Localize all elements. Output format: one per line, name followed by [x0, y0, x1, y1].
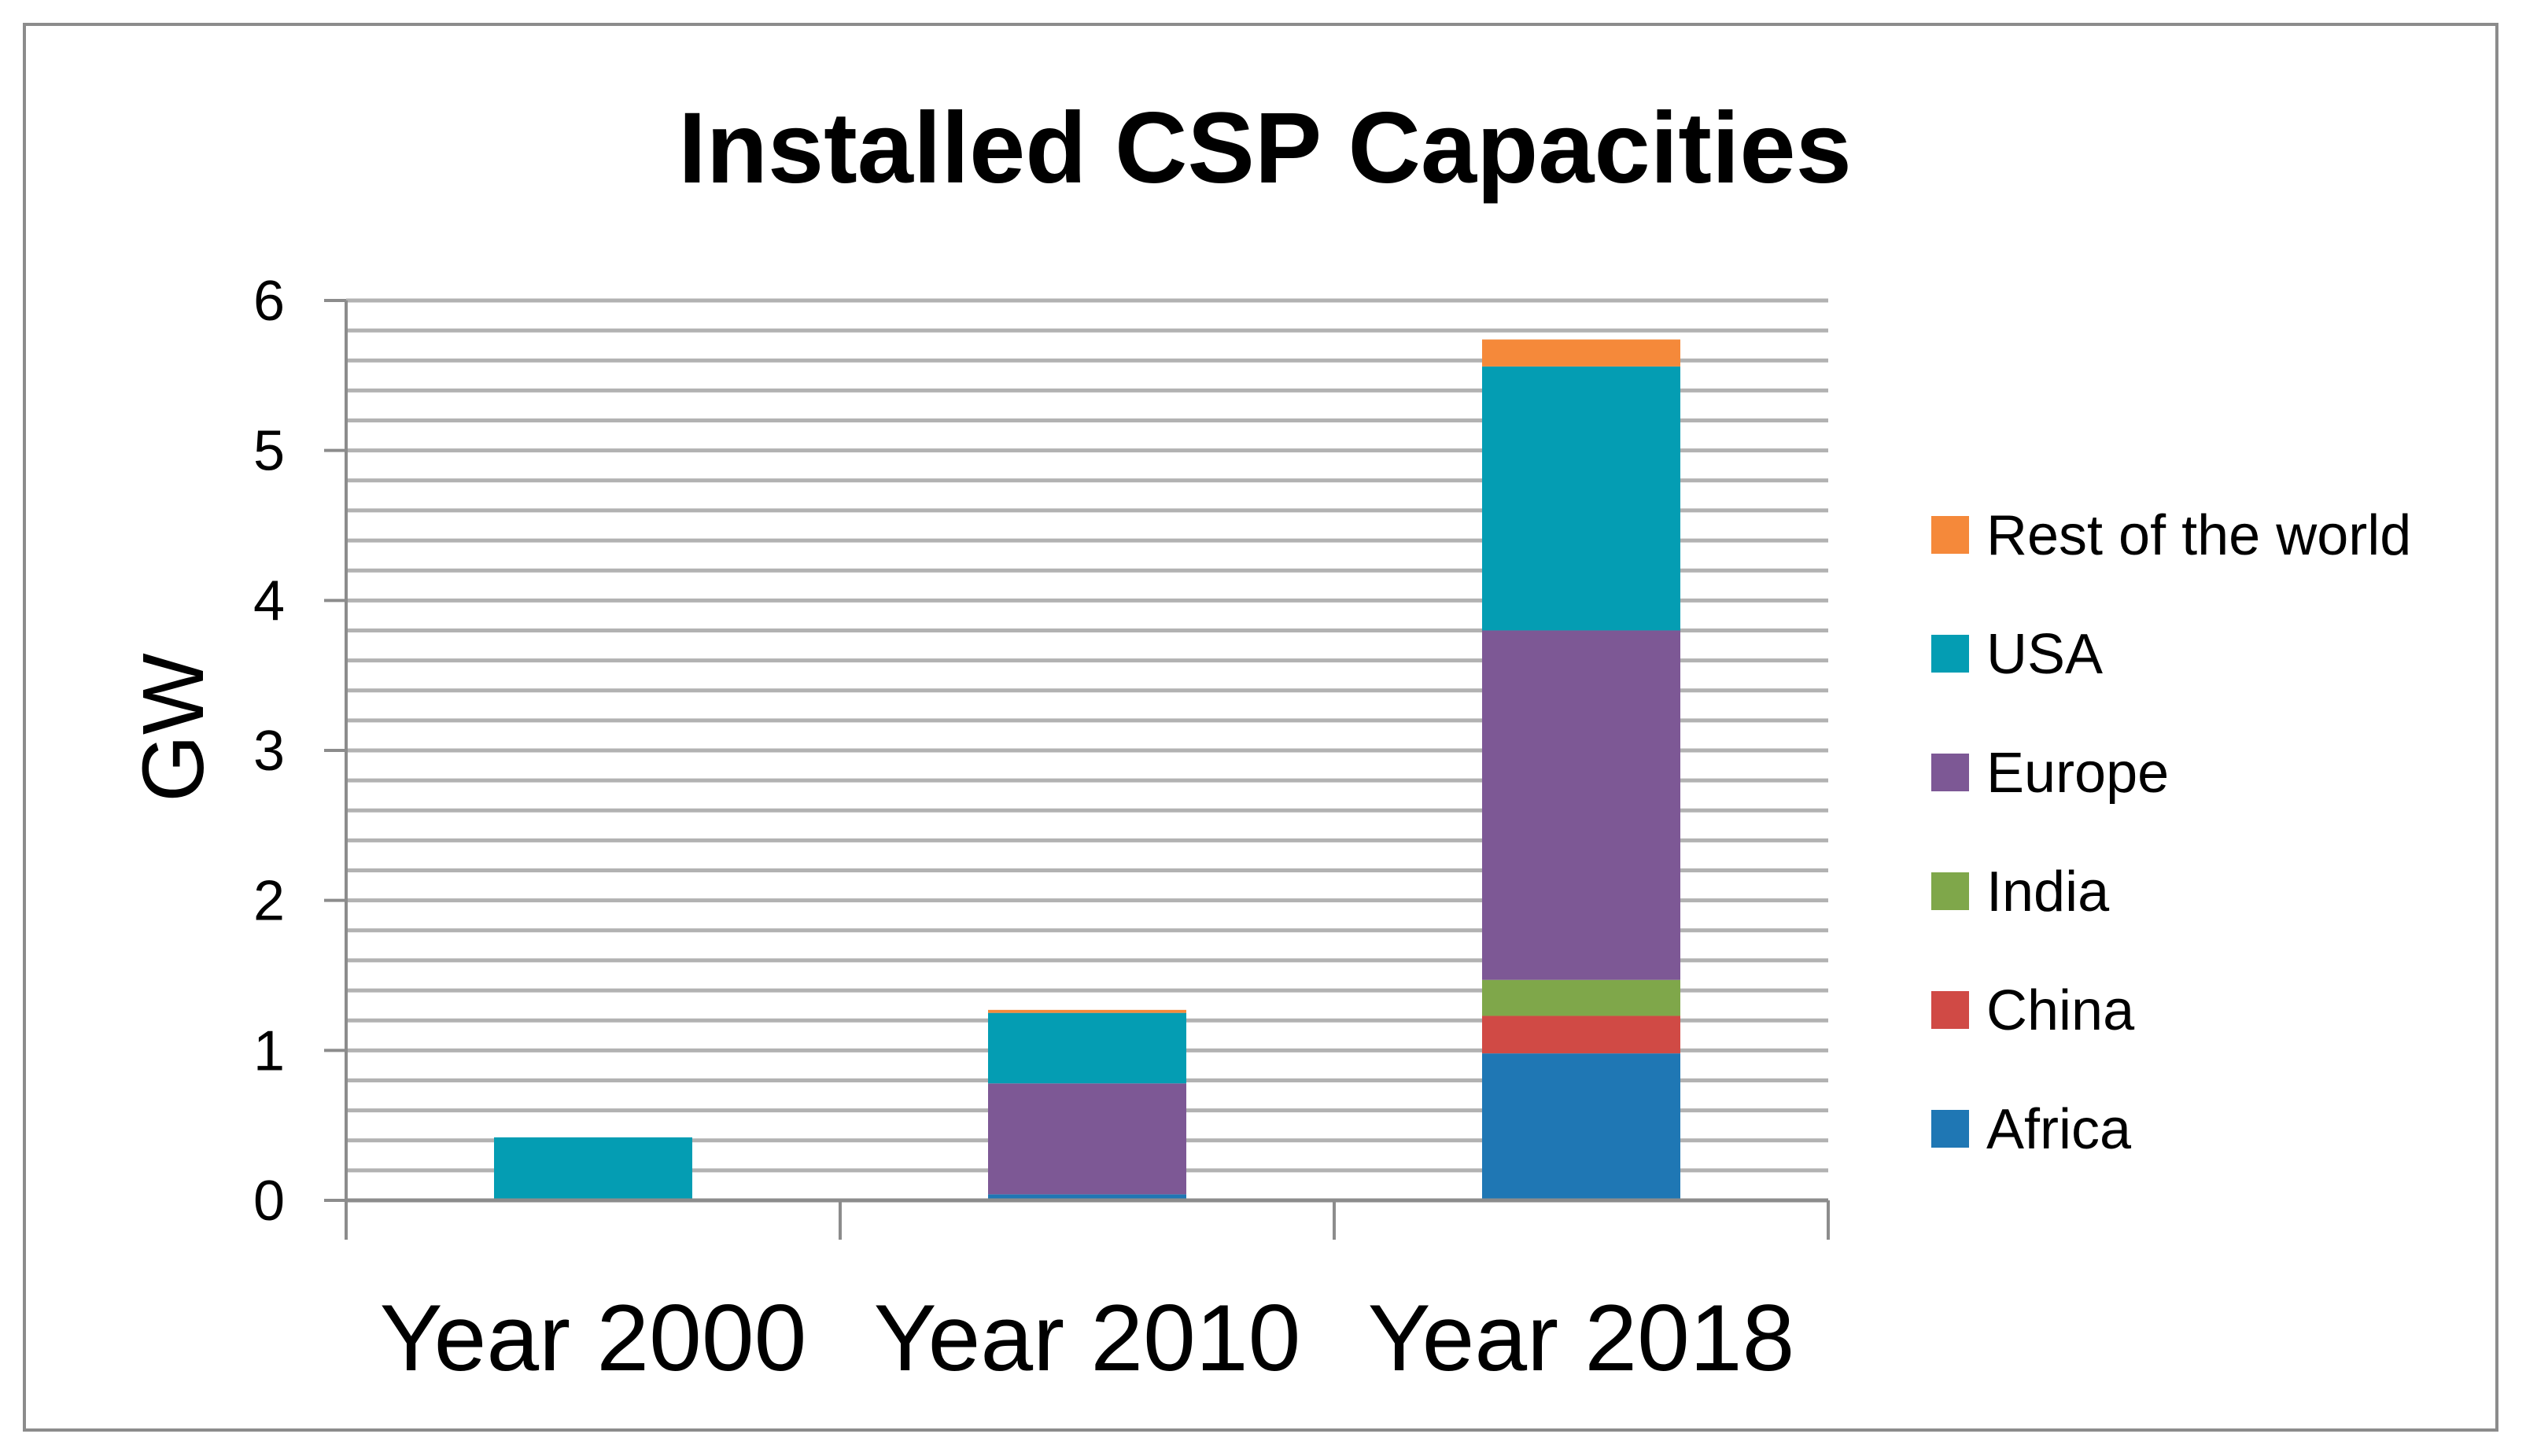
bar-segment-africa [1482, 1053, 1680, 1200]
y-tick-label: 1 [253, 1019, 285, 1082]
y-axis-label: GW [125, 653, 222, 802]
legend-swatch [1931, 1110, 1969, 1148]
bars [494, 339, 1680, 1200]
bar-segment-usa [988, 1012, 1186, 1084]
legend-label: Europe [1986, 742, 2169, 805]
bar-segment-rest-of-the-world [1482, 339, 1680, 367]
x-tick-label: Year 2018 [1368, 1285, 1795, 1391]
bar-segment-india [1482, 979, 1680, 1016]
chart-frame [23, 23, 2498, 1432]
legend-swatch [1931, 872, 1969, 910]
y-tick-label: 0 [253, 1170, 285, 1233]
y-tick-label: 3 [253, 720, 285, 783]
bar-segment-europe [1482, 630, 1680, 980]
y-tick-label: 4 [253, 569, 285, 632]
legend-label: Africa [1986, 1098, 2132, 1161]
legend-swatch [1931, 754, 1969, 791]
legend-swatch [1931, 516, 1969, 554]
y-tick-label: 2 [253, 870, 285, 933]
legend-label: Rest of the world [1986, 504, 2411, 567]
legend-label: USA [1986, 623, 2103, 686]
legend-swatch [1931, 635, 1969, 673]
x-tick-label: Year 2010 [874, 1285, 1301, 1391]
bar-segment-europe [988, 1083, 1186, 1195]
x-tick-label: Year 2000 [380, 1285, 807, 1391]
chart-title: Installed CSP Capacities [678, 92, 1852, 205]
y-tick-label: 6 [253, 270, 285, 333]
axes [324, 299, 1830, 1240]
y-tick-labels: 0 1 2 3 4 5 6 [253, 270, 285, 1233]
legend: Rest of the world USA Europe India China Afri… [1931, 504, 2411, 1161]
x-tick-labels: Year 2000 Year 2010 Year 2018 [380, 1285, 1795, 1391]
bar-segment-usa [494, 1137, 692, 1200]
y-tick-label: 5 [253, 420, 285, 483]
bar-segment-rest-of-the-world [988, 1009, 1186, 1013]
legend-swatch [1931, 991, 1969, 1029]
bar-segment-china [1482, 1016, 1680, 1054]
bar-segment-africa [988, 1194, 1186, 1200]
legend-label: India [1986, 861, 2110, 923]
legend-label: China [1986, 979, 2135, 1042]
bar-segment-usa [1482, 366, 1680, 631]
